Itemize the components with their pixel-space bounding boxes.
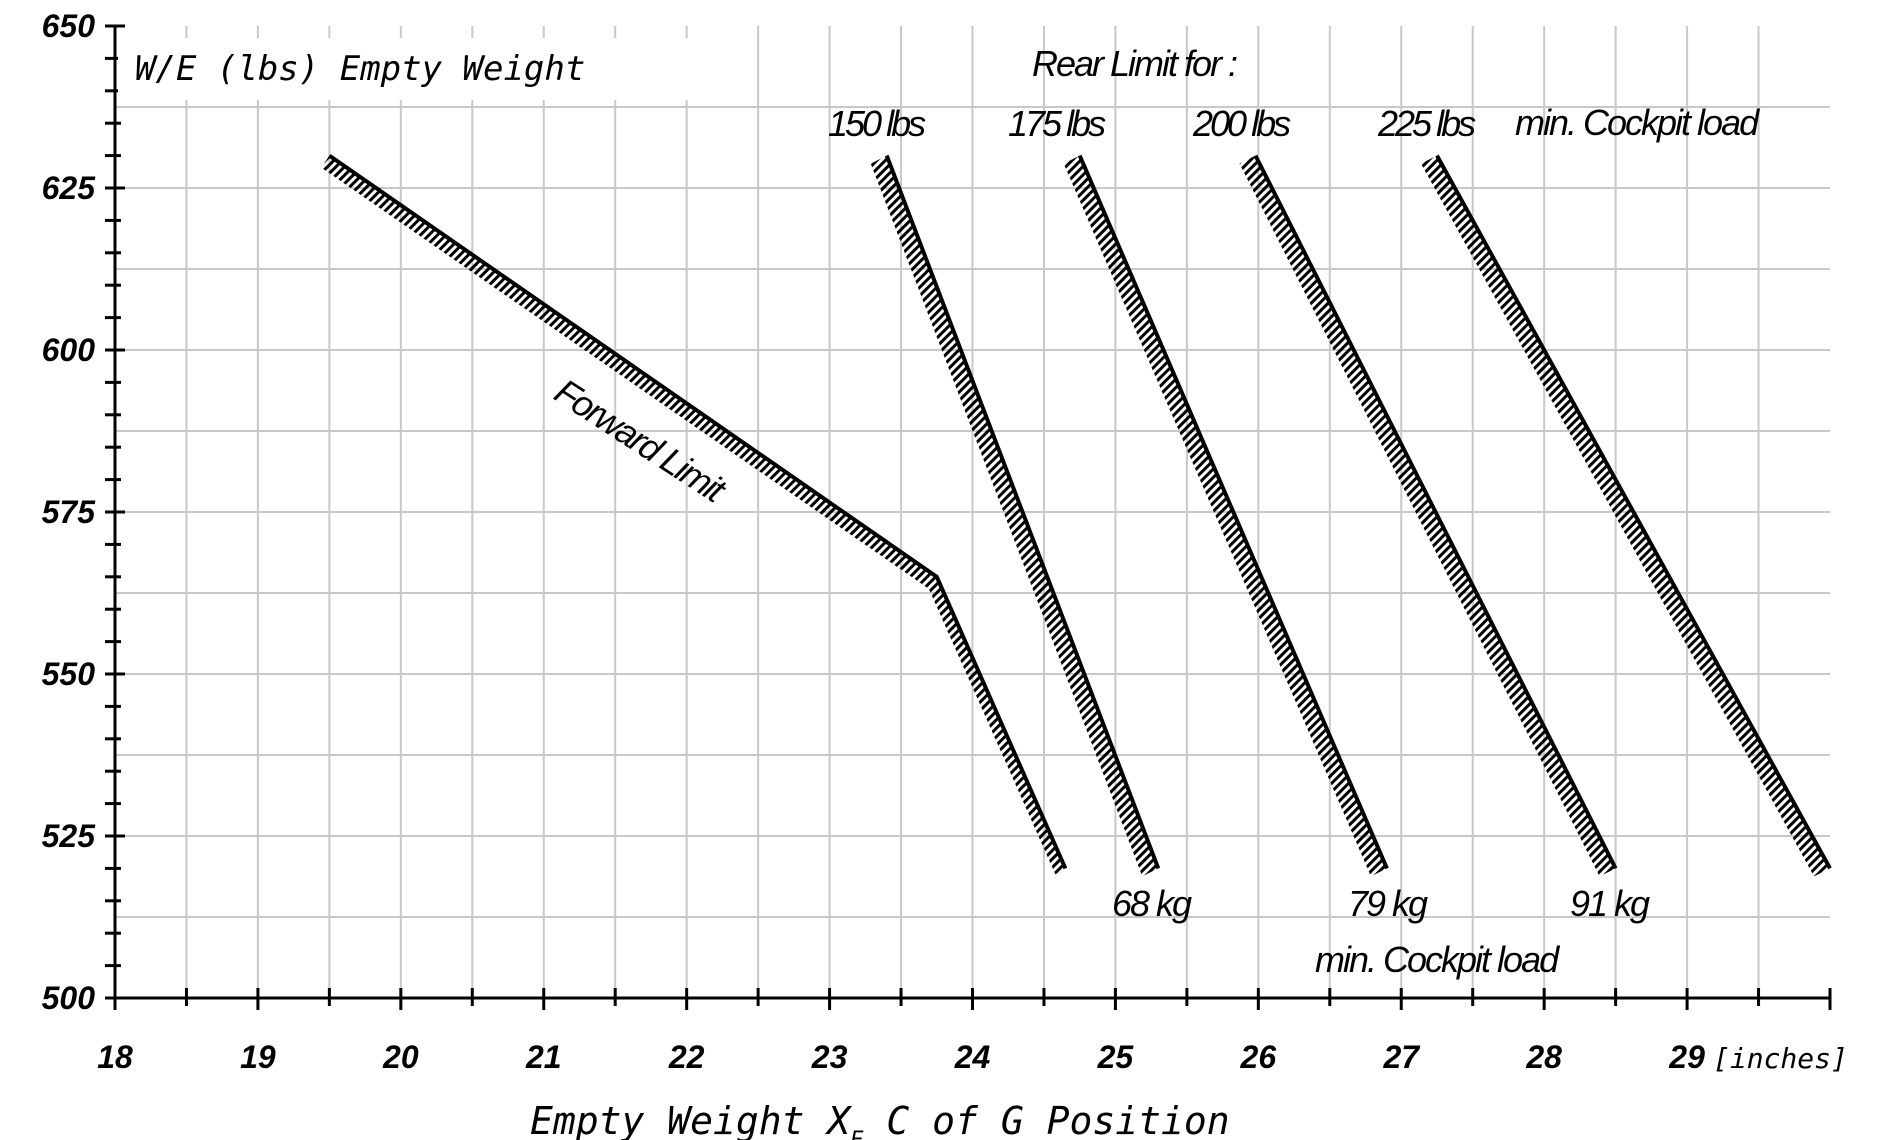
kg-label-91: 91 kg	[1570, 883, 1650, 924]
x-tick-label: 24	[954, 1039, 991, 1075]
title-box	[118, 38, 728, 100]
x-tick-label: 23	[811, 1039, 848, 1075]
y-tick-label: 525	[42, 818, 97, 854]
hatch-band-series-0	[321, 155, 1066, 875]
hatch-band-series-4	[1420, 155, 1830, 877]
rear-limit-header: Rear Limit for :	[1032, 43, 1237, 84]
kg-label-68: 68 kg	[1112, 883, 1192, 924]
series-label-175-lbs: 175 lbs	[1008, 103, 1106, 144]
series-lines	[328, 153, 1832, 870]
y-tick-label: 500	[42, 980, 96, 1016]
series-line-2	[1077, 154, 1389, 870]
min-cockpit-load-bottom: min. Cockpit load	[1315, 939, 1560, 980]
hatch-band-series-3	[1239, 155, 1616, 877]
series-line-0	[328, 153, 1068, 870]
x-tick-label: 18	[97, 1039, 133, 1075]
x-tick-label: 21	[525, 1039, 562, 1075]
x-axis-title: Empty Weight XE C of G Position	[530, 1099, 1230, 1140]
x-axis-title-suffix: C of G Position	[864, 1099, 1230, 1140]
ticks: 500 525 550 575 600 625 650 18 19 20 21 22 23 24 25 26 2…	[42, 8, 1832, 1075]
hatch-band-series-2	[1063, 155, 1387, 877]
x-tick-label: 26	[1240, 1039, 1277, 1075]
x-unit-label: [inches]	[1713, 1042, 1848, 1075]
series-label-200-lbs: 200 lbs	[1192, 103, 1291, 144]
x-tick-label: 22	[668, 1039, 705, 1075]
series-label-150-lbs: 150 lbs	[828, 103, 926, 144]
x-tick-label: 25	[1097, 1039, 1135, 1075]
x-tick-label: 29	[1668, 1039, 1705, 1075]
hatch-bands	[321, 155, 1830, 877]
y-tick-label: 650	[42, 8, 96, 44]
series-line-1	[884, 154, 1161, 870]
series-line-3	[1253, 154, 1618, 870]
series-line-4	[1435, 154, 1832, 870]
x-axis-title-subscript: E	[850, 1128, 864, 1140]
kg-label-79: 79 kg	[1348, 883, 1428, 924]
y-tick-label: 625	[42, 170, 97, 206]
x-tick-label: 28	[1525, 1039, 1562, 1075]
grid	[115, 26, 1830, 998]
y-tick-label: 600	[42, 332, 96, 368]
y-tick-label: 575	[42, 494, 97, 530]
x-axis-title-main: Empty Weight X	[530, 1099, 852, 1140]
x-tick-label: 19	[240, 1039, 276, 1075]
forward-limit-label: Forward Limit	[548, 370, 735, 511]
x-tick-label: 27	[1382, 1039, 1421, 1075]
min-cockpit-load-top: min. Cockpit load	[1515, 102, 1760, 143]
y-tick-label: 550	[42, 656, 96, 692]
chart-title: W/E (lbs) Empty Weight	[135, 49, 585, 89]
hatch-band-series-1	[870, 155, 1159, 877]
series-label-225-lbs: 225 lbs	[1377, 103, 1476, 144]
x-tick-label: 20	[382, 1039, 419, 1075]
